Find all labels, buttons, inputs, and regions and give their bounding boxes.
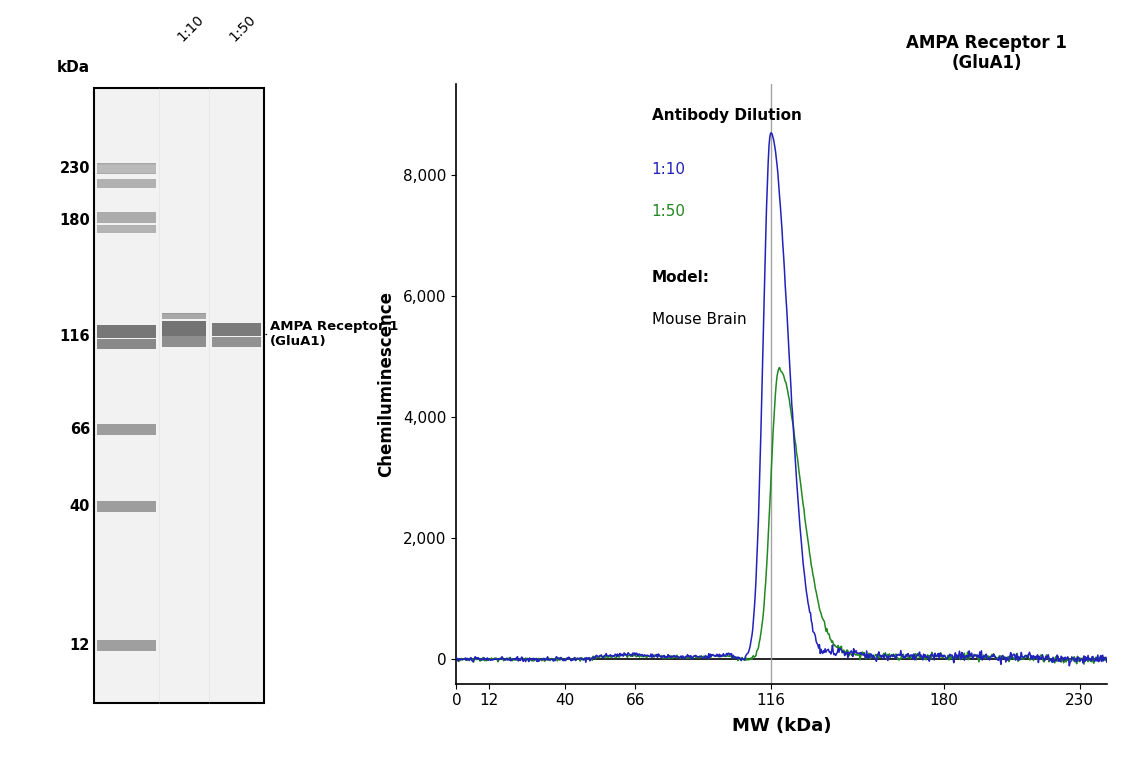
Bar bbox=[162, 314, 207, 319]
Bar bbox=[97, 163, 156, 174]
Bar bbox=[212, 323, 260, 336]
Text: Mouse Brain: Mouse Brain bbox=[652, 312, 746, 327]
Bar bbox=[97, 339, 156, 349]
Bar bbox=[162, 313, 207, 319]
Bar bbox=[97, 502, 156, 512]
Y-axis label: Chemiluminescence: Chemiluminescence bbox=[377, 291, 395, 477]
Bar bbox=[162, 313, 207, 319]
Text: 40: 40 bbox=[70, 499, 90, 515]
Bar bbox=[97, 212, 156, 223]
Bar bbox=[162, 314, 207, 319]
Text: 116: 116 bbox=[59, 329, 90, 344]
Bar bbox=[162, 336, 207, 347]
Text: kDa: kDa bbox=[57, 60, 90, 75]
Bar bbox=[97, 325, 156, 338]
Bar bbox=[212, 337, 260, 347]
Text: 1:50: 1:50 bbox=[227, 13, 258, 45]
Bar bbox=[162, 313, 207, 319]
Text: Model:: Model: bbox=[652, 270, 710, 285]
Text: 66: 66 bbox=[70, 422, 90, 437]
Text: Antibody Dilution: Antibody Dilution bbox=[652, 108, 801, 124]
Bar bbox=[97, 179, 156, 188]
Text: AMPA Receptor 1
(GluA1): AMPA Receptor 1 (GluA1) bbox=[906, 34, 1067, 72]
Bar bbox=[97, 164, 156, 174]
Bar bbox=[162, 313, 207, 319]
Bar bbox=[97, 225, 156, 233]
Text: 12: 12 bbox=[70, 637, 90, 653]
Text: 1:50: 1:50 bbox=[652, 204, 686, 220]
Bar bbox=[162, 313, 207, 319]
Bar bbox=[97, 163, 156, 174]
Bar bbox=[162, 321, 207, 336]
Bar bbox=[162, 313, 207, 319]
Text: 1:10: 1:10 bbox=[652, 162, 686, 177]
Bar bbox=[97, 164, 156, 174]
Text: AMPA Receptor 1
(GluA1): AMPA Receptor 1 (GluA1) bbox=[269, 320, 398, 349]
Bar bbox=[97, 640, 156, 650]
Bar bbox=[97, 164, 156, 174]
Bar bbox=[97, 165, 156, 173]
Bar bbox=[97, 164, 156, 173]
Text: 1:10: 1:10 bbox=[175, 12, 207, 45]
X-axis label: MW (kDa): MW (kDa) bbox=[731, 717, 832, 734]
Bar bbox=[97, 164, 156, 174]
Text: 180: 180 bbox=[59, 214, 90, 228]
Bar bbox=[97, 424, 156, 435]
Text: 230: 230 bbox=[59, 161, 90, 176]
Bar bbox=[95, 88, 264, 703]
